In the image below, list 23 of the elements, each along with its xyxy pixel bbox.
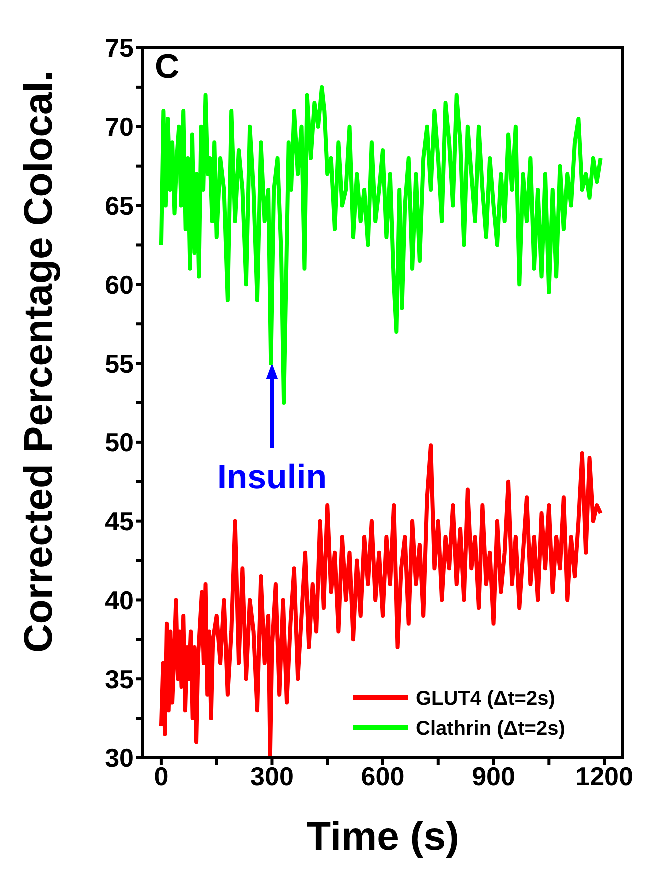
y-tick-label: 75 xyxy=(105,33,134,64)
y-tick-label: 70 xyxy=(105,112,134,142)
annotation: C xyxy=(155,48,180,86)
y-tick-label: 45 xyxy=(105,506,134,537)
x-tick-label: 0 xyxy=(154,761,169,792)
y-tick-label: 30 xyxy=(105,743,134,774)
legend-label: Clathrin (Δt=2s) xyxy=(416,718,566,740)
x-tick-label: 300 xyxy=(250,761,294,792)
x-tick-label: 900 xyxy=(472,761,516,792)
y-tick-label: 60 xyxy=(105,270,134,300)
x-tick-label: 1200 xyxy=(576,761,634,792)
line-series xyxy=(159,444,603,758)
y-axis-title: Corrected Percentage Colocal. xyxy=(17,70,62,653)
x-axis-title: Time (s) xyxy=(306,815,460,859)
annotation: Insulin xyxy=(217,458,328,497)
y-tick-label: 55 xyxy=(105,348,134,379)
y-tick-label: 40 xyxy=(105,585,134,616)
legend-label: GLUT4 (Δt=2s) xyxy=(416,688,556,710)
y-tick-label: 35 xyxy=(105,664,134,694)
y-tick-label: 50 xyxy=(105,428,134,458)
y-tick-label: 65 xyxy=(105,191,134,222)
line-series xyxy=(159,85,603,405)
x-tick-label: 600 xyxy=(361,761,405,792)
